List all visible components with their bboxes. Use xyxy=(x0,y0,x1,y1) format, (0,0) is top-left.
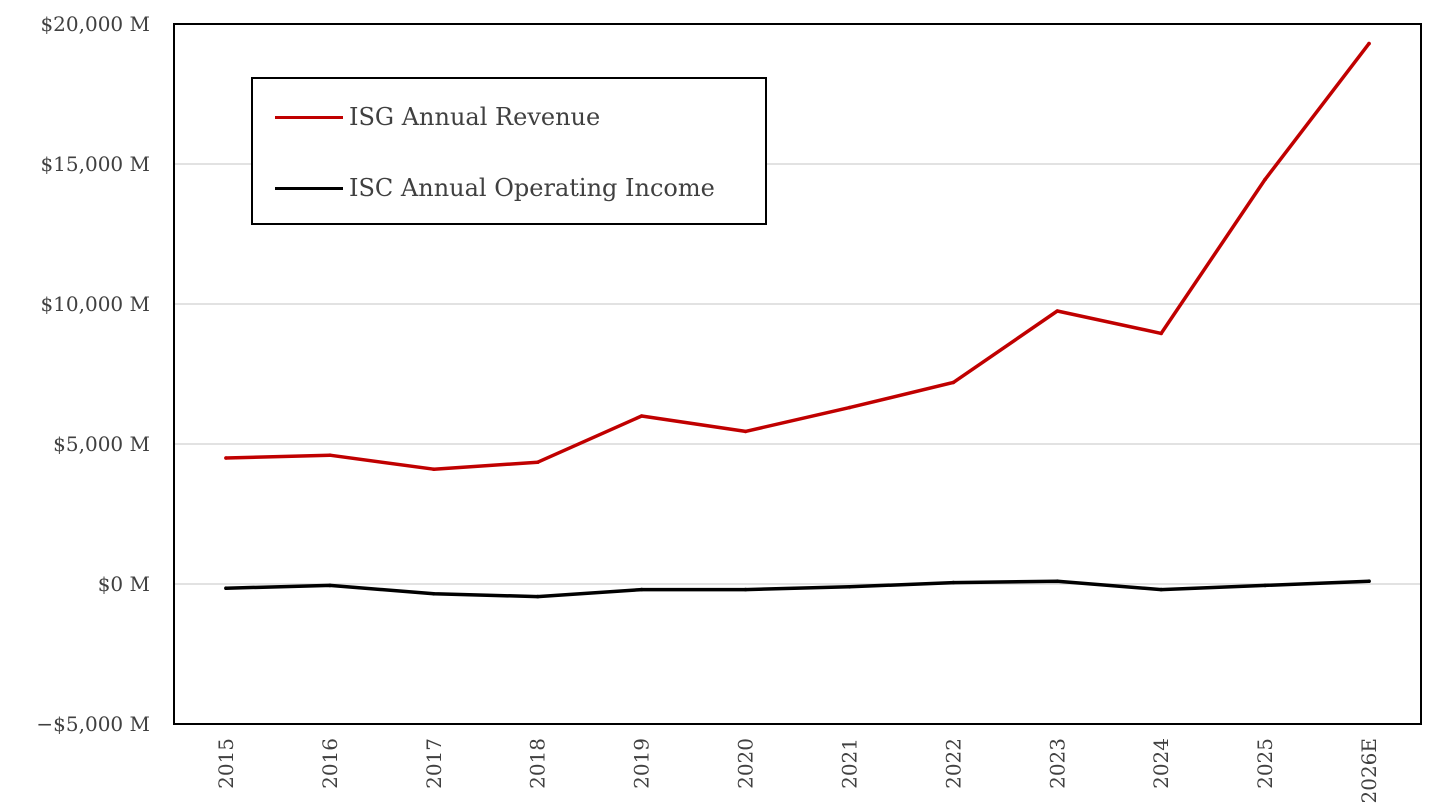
x-tick-label: 2022 xyxy=(941,738,965,789)
data-point-revenue xyxy=(847,405,852,410)
data-point-revenue xyxy=(535,460,540,465)
data-point-operating-income xyxy=(535,594,540,599)
gridlines xyxy=(174,163,1421,585)
y-tick-label: $10,000 M xyxy=(40,292,150,316)
data-point-revenue xyxy=(951,380,956,385)
data-point-operating-income xyxy=(1055,579,1060,583)
y-tick-label: $0 M xyxy=(98,572,150,596)
data-point-revenue xyxy=(1367,41,1371,46)
plot-area-border xyxy=(173,23,1422,725)
data-point-revenue xyxy=(224,456,228,460)
x-axis-ticks: 2015 2016 2017 2018 2019 2020 2021 2022 2023 2024… xyxy=(214,738,1381,804)
y-axis-ticks: $20,000 M $15,000 M $10,000 M $5,000 M $0 M −… xyxy=(36,12,150,736)
x-tick-label: 2015 xyxy=(214,738,238,789)
data-point-revenue xyxy=(1159,331,1164,336)
x-tick-label: 2019 xyxy=(630,738,654,789)
x-tick-label: 2020 xyxy=(734,738,758,789)
legend: ISG Annual Revenue ISC Annual Operating … xyxy=(251,77,767,225)
x-tick-label: 2023 xyxy=(1045,738,1069,789)
legend-swatch-operating-income xyxy=(275,186,343,190)
data-point-revenue xyxy=(639,414,644,418)
y-tick-label: $20,000 M xyxy=(40,12,150,36)
x-tick-label: 2026E xyxy=(1357,738,1381,804)
x-tick-label: 2025 xyxy=(1253,738,1277,789)
data-point-operating-income xyxy=(951,580,956,585)
legend-item-operating-income: ISC Annual Operating Income xyxy=(275,173,715,203)
data-point-operating-income xyxy=(743,587,748,592)
data-point-operating-income xyxy=(431,592,436,596)
series-line-operating-income xyxy=(224,579,1371,599)
x-tick-label: 2024 xyxy=(1149,738,1173,789)
x-tick-label: 2021 xyxy=(837,738,861,789)
data-point-operating-income xyxy=(1159,587,1164,592)
y-tick-label: −$5,000 M xyxy=(36,712,150,736)
legend-swatch-revenue xyxy=(275,115,343,119)
data-point-revenue xyxy=(1263,177,1267,182)
legend-label-revenue: ISG Annual Revenue xyxy=(349,103,601,131)
data-point-operating-income xyxy=(224,586,228,590)
x-tick-label: 2016 xyxy=(318,738,342,789)
data-point-operating-income xyxy=(328,583,332,588)
x-tick-label: 2018 xyxy=(526,738,550,789)
data-point-operating-income xyxy=(1367,579,1371,583)
legend-item-revenue: ISG Annual Revenue xyxy=(275,102,600,132)
data-point-revenue xyxy=(431,467,436,472)
x-tick-label: 2017 xyxy=(422,738,446,789)
data-point-revenue xyxy=(743,429,748,434)
data-point-operating-income xyxy=(847,585,852,589)
data-point-operating-income xyxy=(639,587,644,592)
data-point-operating-income xyxy=(1263,583,1267,588)
data-point-revenue xyxy=(328,453,332,458)
legend-label-operating-income: ISC Annual Operating Income xyxy=(349,174,715,202)
y-tick-label: $15,000 M xyxy=(40,152,150,176)
y-tick-label: $5,000 M xyxy=(53,432,150,456)
data-point-revenue xyxy=(1055,309,1060,313)
series-line-revenue xyxy=(224,41,1371,471)
series-lines xyxy=(224,41,1371,599)
